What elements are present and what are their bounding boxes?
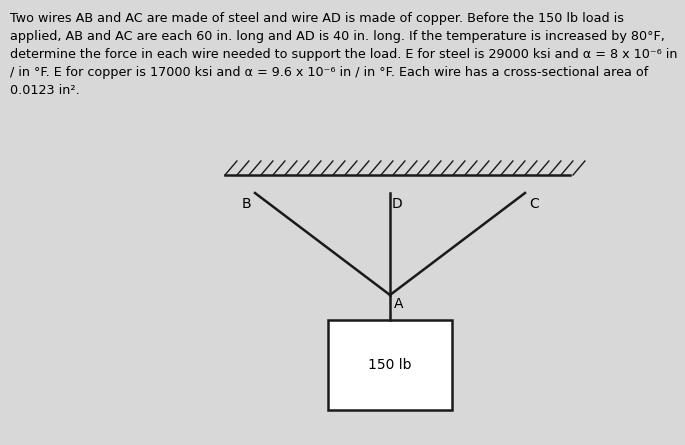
Text: C: C [529,197,538,211]
Text: 150 lb: 150 lb [369,358,412,372]
Text: A: A [394,297,403,311]
Text: / in °F. E for copper is 17000 ksi and α = 9.6 x 10⁻⁶ in / in °F. Each wire has : / in °F. E for copper is 17000 ksi and α… [10,66,648,79]
Text: D: D [392,197,403,211]
Text: 0.0123 in².: 0.0123 in². [10,84,79,97]
Bar [328,320,452,410]
Text: determine the force in each wire needed to support the load. E for steel is 2900: determine the force in each wire needed … [10,48,677,61]
Text: applied, AB and AC are each 60 in. long and AD is 40 in. long. If the temperatur: applied, AB and AC are each 60 in. long … [10,30,665,43]
Text: B: B [241,197,251,211]
Text: Two wires AB and AC are made of steel and wire AD is made of copper. Before the : Two wires AB and AC are made of steel an… [10,12,624,25]
